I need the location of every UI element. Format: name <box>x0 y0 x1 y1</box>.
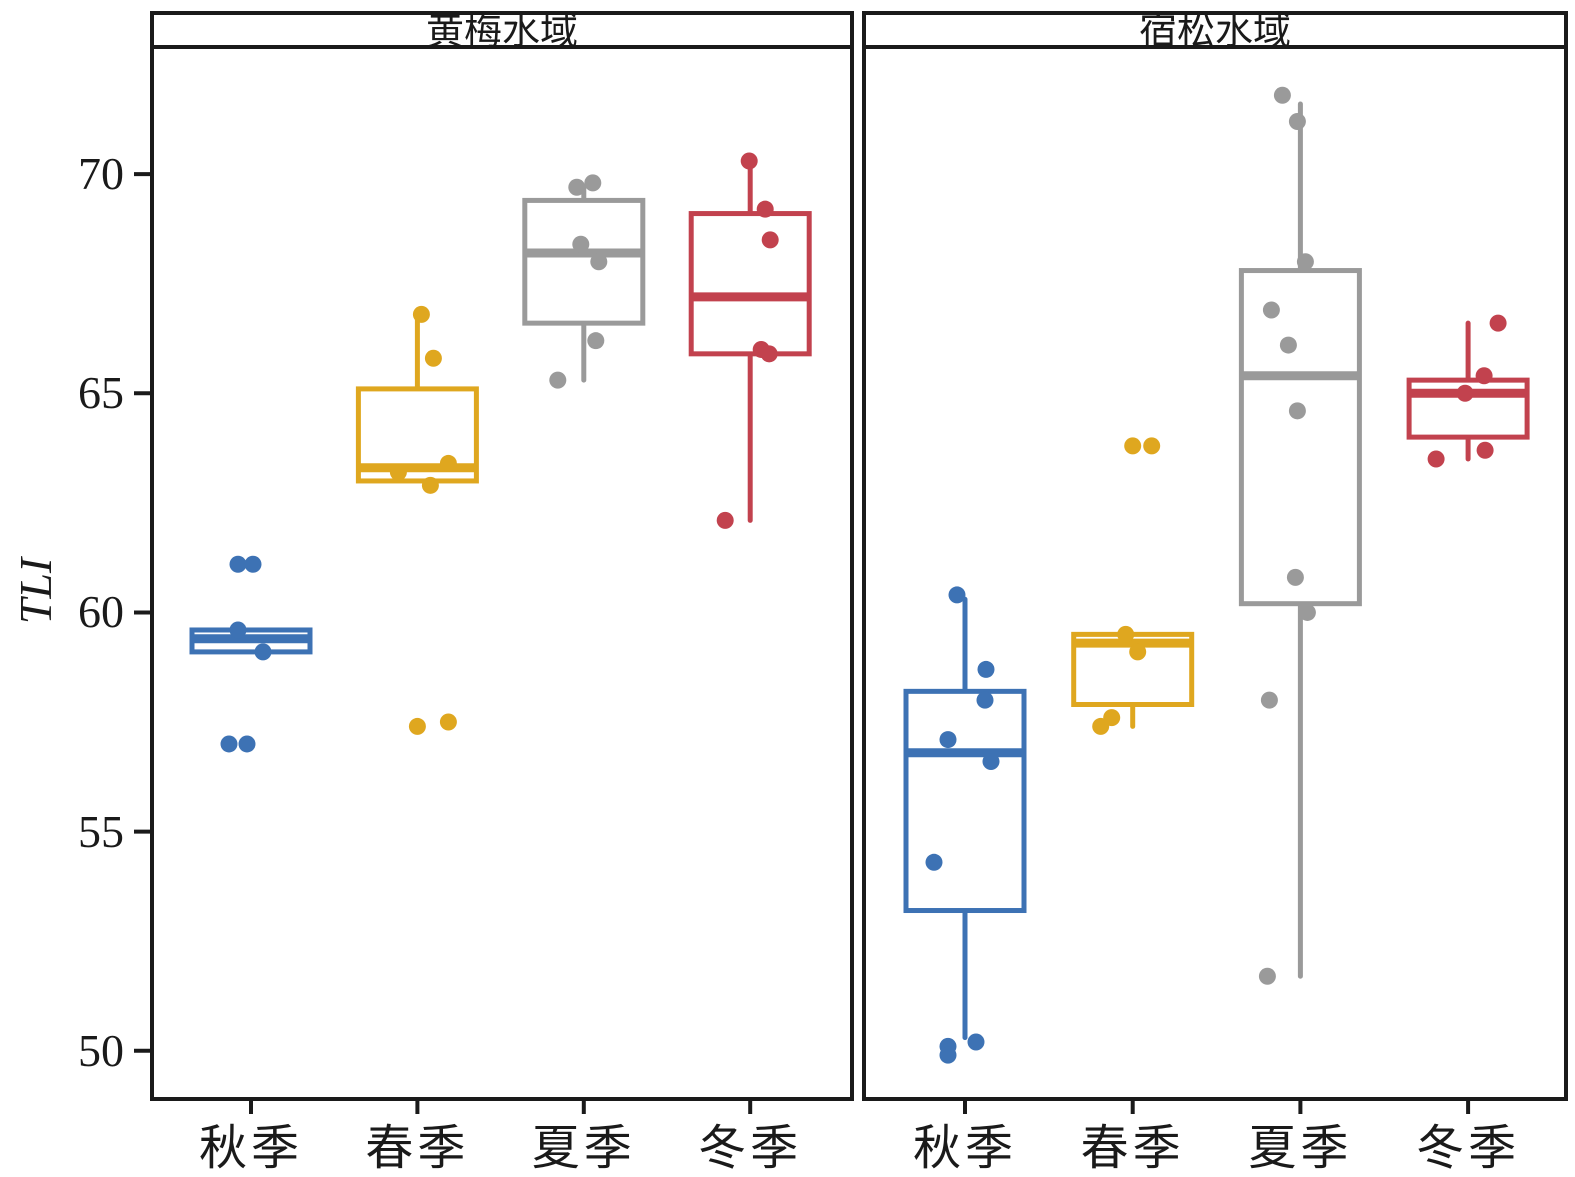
data-point <box>1117 625 1135 643</box>
x-category-label: 春季 <box>365 1122 470 1175</box>
box <box>1238 268 1362 607</box>
y-tick-label: 50 <box>78 1024 124 1076</box>
data-point <box>967 1033 985 1051</box>
data-point <box>1489 314 1507 332</box>
x-category-label: 夏季 <box>1248 1122 1353 1175</box>
data-point <box>740 152 758 170</box>
panel-border <box>862 45 1568 1101</box>
data-point <box>229 621 247 639</box>
x-category-label: 春季 <box>1080 1122 1185 1175</box>
data-point <box>587 332 605 350</box>
data-point <box>1262 301 1280 319</box>
facet-title-left: 黄梅水域 <box>425 11 578 53</box>
box <box>522 197 646 326</box>
data-point <box>1129 643 1147 661</box>
data-point <box>1092 717 1110 735</box>
data-point <box>1288 113 1306 131</box>
data-point <box>549 371 567 389</box>
y-tick-label: 70 <box>78 148 124 200</box>
y-tick-label: 55 <box>78 805 124 857</box>
data-point <box>977 660 995 678</box>
data-point <box>1456 384 1474 402</box>
data-point <box>939 731 957 749</box>
data-point <box>716 511 734 529</box>
data-point <box>1143 437 1161 455</box>
data-point <box>1260 691 1278 709</box>
data-point <box>220 735 238 753</box>
data-point <box>1288 402 1306 420</box>
data-point <box>976 691 994 709</box>
data-point <box>412 305 430 323</box>
data-point <box>421 476 439 494</box>
panel-border <box>150 45 854 1101</box>
data-point <box>1279 336 1297 354</box>
data-point <box>756 200 774 218</box>
data-point <box>439 454 457 472</box>
data-point <box>590 253 608 271</box>
data-point <box>1296 253 1314 271</box>
data-point <box>254 643 272 661</box>
data-point <box>939 1046 957 1064</box>
data-point <box>568 178 586 196</box>
x-category-label: 夏季 <box>531 1122 636 1175</box>
data-point <box>982 752 1000 770</box>
data-point <box>761 231 779 249</box>
data-point <box>1476 441 1494 459</box>
data-point <box>925 853 943 871</box>
data-point <box>760 345 778 363</box>
data-point <box>1298 603 1316 621</box>
data-point <box>424 349 442 367</box>
data-point <box>229 555 247 573</box>
box <box>903 688 1027 914</box>
data-point <box>238 735 256 753</box>
y-tick-label: 65 <box>78 367 124 419</box>
data-point <box>1258 967 1276 985</box>
data-point <box>389 463 407 481</box>
y-tick-label: 60 <box>78 586 124 638</box>
x-category-label: 秋季 <box>912 1122 1017 1175</box>
data-point <box>1427 450 1445 468</box>
data-point <box>1475 367 1493 385</box>
data-point <box>572 235 590 253</box>
data-point <box>244 555 262 573</box>
data-point <box>408 717 426 735</box>
box <box>688 211 812 357</box>
data-point <box>1273 86 1291 104</box>
data-point <box>1124 437 1142 455</box>
data-point <box>1286 568 1304 586</box>
x-category-label: 冬季 <box>1416 1122 1521 1175</box>
x-category-label: 秋季 <box>198 1122 303 1175</box>
data-point <box>948 586 966 604</box>
data-point <box>439 713 457 731</box>
data-point <box>584 174 602 192</box>
x-category-label: 冬季 <box>698 1122 803 1175</box>
facet-title-right: 宿松水域 <box>1138 11 1291 53</box>
